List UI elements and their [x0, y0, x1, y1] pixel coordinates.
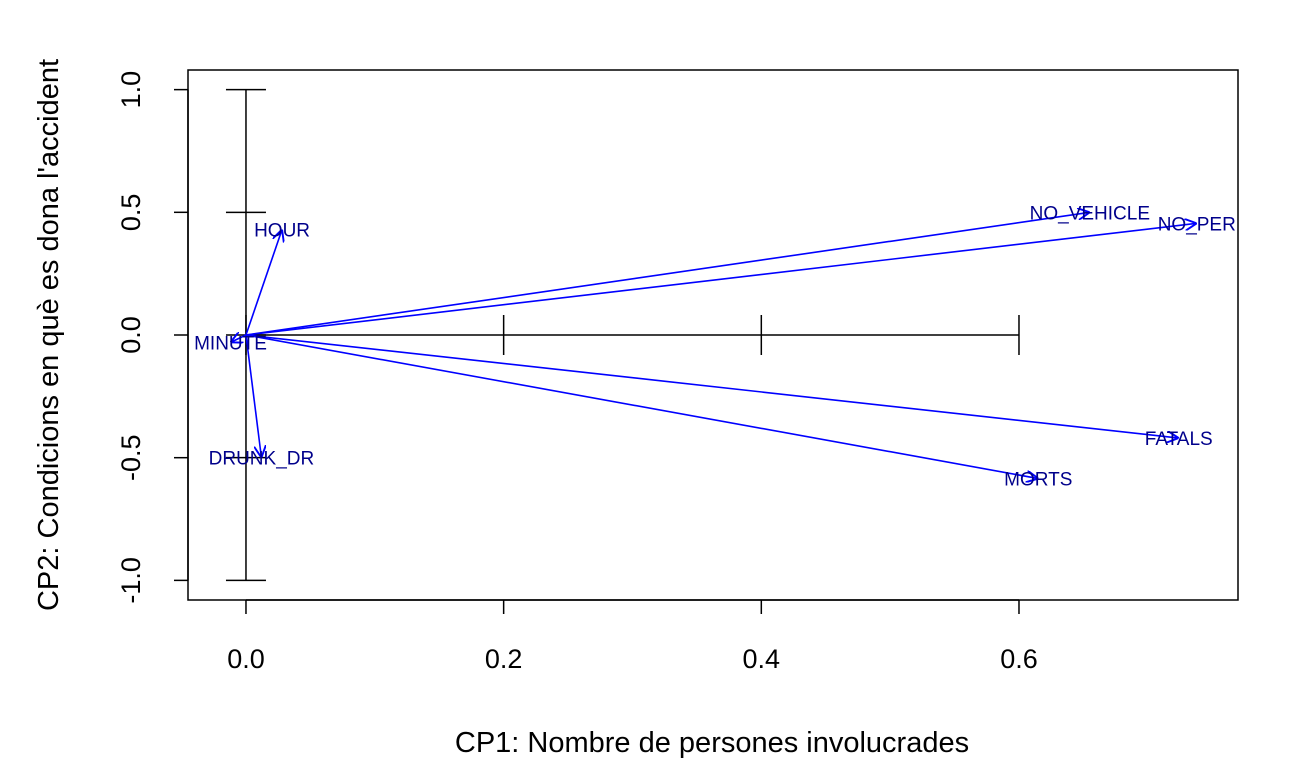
y-axis-title: CP2: Condicions en què es dona l'acciden…	[33, 59, 65, 611]
label-fatals: FATALS	[1145, 429, 1213, 450]
y-tick-label: 1.0	[116, 71, 146, 109]
label-drunk-dr: DRUNK_DR	[209, 449, 315, 470]
x-tick-label: 0.0	[227, 644, 265, 674]
y-tick-label: 0.0	[116, 316, 146, 354]
loading-arrows	[231, 212, 1197, 478]
arrow-no-per	[245, 223, 1197, 336]
arrow-hour	[245, 229, 282, 336]
label-hour: HOUR	[254, 220, 310, 241]
x-tick-label: 0.4	[743, 644, 781, 674]
y-tick-label: 0.5	[116, 194, 146, 232]
arrow-no-vehicle	[245, 212, 1090, 336]
y-axis: -1.0 -0.5 0.0 0.5 1.0	[116, 71, 189, 604]
x-axis: 0.0 0.2 0.4 0.6	[227, 599, 1038, 674]
label-morts: MORTS	[1004, 470, 1072, 491]
x-tick-label: 0.2	[485, 644, 523, 674]
arrow-fatals	[245, 334, 1179, 438]
x-tick-label: 0.6	[1000, 644, 1038, 674]
inner-axes	[225, 88, 1020, 582]
label-no-vehicle: NO_VEHICLE	[1030, 203, 1150, 224]
arrow-minute	[231, 335, 247, 342]
y-tick-label: -1.0	[116, 557, 146, 604]
x-axis-title: CP1: Nombre de persones involucrades	[455, 727, 969, 759]
label-no-per: NO_PER	[1158, 214, 1236, 235]
label-minute: MINUTE	[194, 333, 267, 354]
arrow-morts	[245, 334, 1038, 479]
y-tick-label: -0.5	[116, 434, 146, 481]
arrow-drunk-dr	[245, 334, 261, 458]
variable-labels: HOUR MINUTE DRUNK_DR NO_VEHICLE NO_PER FATALS…	[194, 203, 1236, 490]
